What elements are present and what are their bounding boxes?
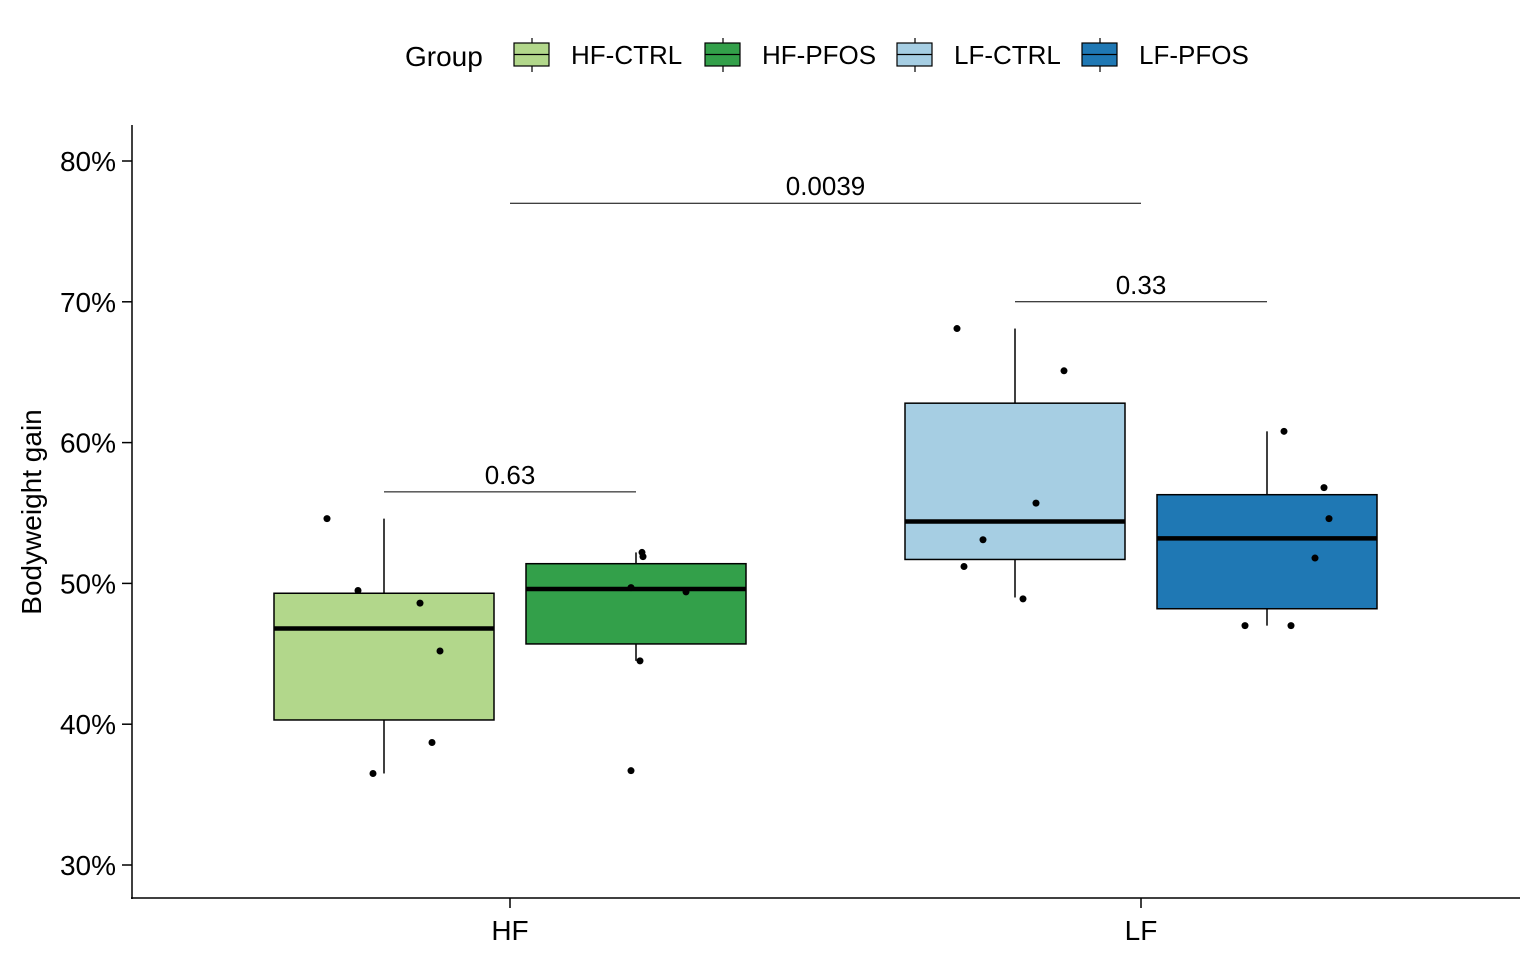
data-point xyxy=(369,769,377,777)
data-point xyxy=(953,325,961,333)
data-point xyxy=(960,563,968,571)
box-iqr xyxy=(1156,493,1378,610)
box-lf-pfos xyxy=(1156,431,1378,626)
data-point xyxy=(627,767,635,775)
data-point xyxy=(1019,595,1027,603)
axes xyxy=(131,125,1520,899)
legend-label: HF-PFOS xyxy=(762,40,876,70)
data-point xyxy=(682,588,690,596)
box-iqr xyxy=(904,402,1126,561)
box-lf-ctrl xyxy=(904,328,1126,598)
data-point xyxy=(436,647,444,655)
data-point xyxy=(428,739,436,747)
data-point xyxy=(639,553,647,561)
data-point xyxy=(1280,427,1288,435)
data-point xyxy=(1241,622,1249,630)
legend-label: LF-CTRL xyxy=(954,40,1061,70)
x-tick-label: LF xyxy=(1125,915,1158,946)
p-value-label: 0.0039 xyxy=(786,171,866,201)
box-hf-ctrl xyxy=(273,518,495,774)
y-tick-label: 40% xyxy=(60,709,116,740)
legend-label: LF-PFOS xyxy=(1139,40,1249,70)
data-point xyxy=(1032,499,1040,507)
box-iqr xyxy=(273,592,495,721)
data-point xyxy=(1287,622,1295,630)
y-tick-label: 60% xyxy=(60,428,116,459)
significance-annotations: 0.63 0.33 0.0039 xyxy=(384,171,1267,493)
y-axis-ticks: 30% 40% 50% 60% 70% 80% xyxy=(60,146,132,881)
data-point xyxy=(1325,515,1333,523)
y-tick-label: 50% xyxy=(60,568,116,599)
boxes xyxy=(273,328,1378,774)
y-tick-label: 80% xyxy=(60,146,116,177)
data-point xyxy=(416,599,424,607)
data-point xyxy=(979,536,987,544)
x-axis-ticks: HF LF xyxy=(491,898,1157,946)
data-point xyxy=(1060,367,1068,375)
p-value-label: 0.63 xyxy=(485,460,536,490)
data-point xyxy=(323,515,331,523)
x-tick-label: HF xyxy=(491,915,528,946)
legend-item-hf-pfos: HF-PFOS xyxy=(704,38,876,72)
legend-label: HF-CTRL xyxy=(571,40,682,70)
data-point xyxy=(636,657,644,665)
p-value-label: 0.33 xyxy=(1116,270,1167,300)
data-point xyxy=(354,586,362,594)
points xyxy=(323,325,1333,777)
legend-item-hf-ctrl: HF-CTRL xyxy=(513,38,682,72)
y-axis-label: Bodyweight gain xyxy=(16,409,47,614)
legend-title: Group xyxy=(405,41,483,72)
legend: Group HF-CTRL HF-PFOS LF-CTRL LF-PFOS xyxy=(405,38,1249,72)
data-point xyxy=(1311,554,1319,562)
legend-item-lf-pfos: LF-PFOS xyxy=(1081,38,1249,72)
legend-items: HF-CTRL HF-PFOS LF-CTRL LF-PFOS xyxy=(513,38,1249,72)
data-point xyxy=(627,584,635,592)
data-point xyxy=(1320,484,1328,492)
box-hf-pfos xyxy=(525,552,747,661)
y-tick-label: 70% xyxy=(60,287,116,318)
legend-item-lf-ctrl: LF-CTRL xyxy=(896,38,1061,72)
box-iqr xyxy=(525,562,747,645)
y-tick-label: 30% xyxy=(60,850,116,881)
